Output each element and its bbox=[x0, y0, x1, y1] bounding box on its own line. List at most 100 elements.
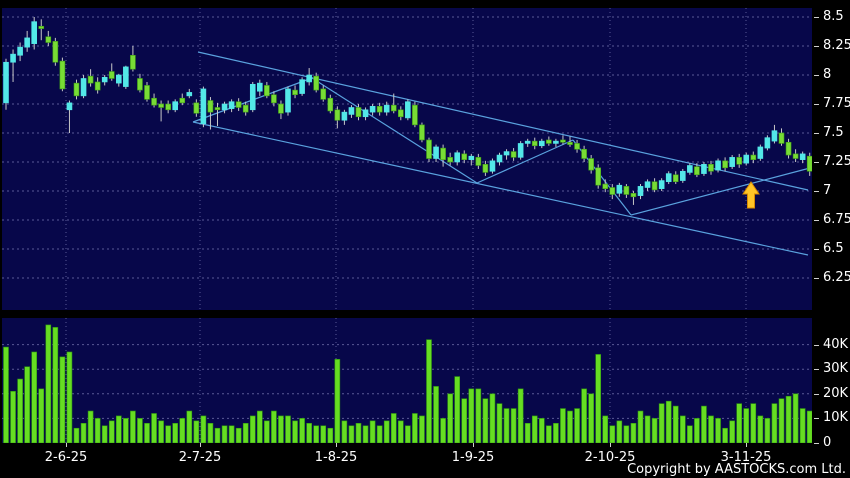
volume-bar bbox=[200, 415, 207, 443]
volume-bar bbox=[397, 420, 404, 443]
date-tick-mark bbox=[610, 443, 611, 447]
candle-body bbox=[433, 146, 439, 159]
candle-body bbox=[581, 148, 587, 159]
volume-bar bbox=[249, 415, 256, 443]
candle-body bbox=[130, 54, 136, 70]
candle-body bbox=[405, 101, 411, 119]
candle-body bbox=[764, 137, 771, 149]
volume-bar bbox=[66, 351, 73, 443]
candle-body bbox=[510, 151, 517, 158]
volume-bar bbox=[320, 425, 327, 443]
candle-body bbox=[137, 78, 143, 91]
candle-body bbox=[623, 186, 630, 195]
candle-body bbox=[249, 83, 256, 111]
volume-bar bbox=[729, 420, 735, 443]
candle-body bbox=[679, 170, 686, 181]
candle-body bbox=[193, 102, 200, 114]
volume-bar bbox=[101, 425, 108, 443]
candle-body bbox=[616, 184, 623, 194]
volume-bar bbox=[538, 418, 545, 443]
candle-body bbox=[66, 102, 73, 111]
volume-bar bbox=[553, 423, 559, 443]
price-tick-label: 8.25 bbox=[823, 38, 850, 53]
volume-bar bbox=[461, 398, 468, 443]
price-tick-mark bbox=[814, 278, 819, 279]
candle-body bbox=[531, 140, 538, 147]
volume-bar bbox=[496, 403, 503, 443]
volume-bar bbox=[757, 415, 764, 443]
candle-body bbox=[574, 143, 580, 150]
volume-bar bbox=[630, 423, 637, 443]
volume-bar bbox=[503, 408, 510, 443]
volume-bar bbox=[454, 376, 461, 443]
volume-bar bbox=[658, 403, 665, 443]
candle-body bbox=[489, 160, 496, 172]
date-tick-label: 2-7-25 bbox=[178, 450, 222, 465]
volume-bar bbox=[560, 408, 566, 443]
candle-body bbox=[736, 157, 743, 165]
candle-body bbox=[221, 103, 228, 111]
candle-body bbox=[750, 154, 757, 160]
candle-body bbox=[278, 103, 284, 114]
price-tick-mark bbox=[814, 162, 819, 163]
volume-tick-label: 30K bbox=[823, 361, 849, 377]
volume-bar bbox=[271, 410, 277, 443]
volume-bar bbox=[179, 418, 186, 443]
candle-body bbox=[701, 164, 707, 174]
price-tick-mark bbox=[814, 191, 819, 192]
price-tick-label: 6.5 bbox=[823, 241, 844, 256]
trendline bbox=[311, 77, 478, 184]
volume-bar bbox=[285, 415, 291, 443]
volume-bar bbox=[482, 398, 489, 443]
volume-bar bbox=[24, 366, 30, 443]
candle-body bbox=[454, 152, 461, 163]
volume-bar bbox=[806, 410, 812, 443]
candle-body bbox=[73, 82, 80, 97]
price-tick-mark bbox=[814, 17, 819, 18]
volume-bar bbox=[778, 398, 785, 443]
candle-body bbox=[496, 154, 503, 163]
volume-bar bbox=[468, 388, 475, 443]
candle-body bbox=[609, 187, 616, 195]
candle-body bbox=[588, 158, 594, 171]
date-tick-label: 1-9-25 bbox=[451, 450, 495, 465]
candle-body bbox=[320, 88, 327, 100]
price-tick-label: 6.25 bbox=[823, 270, 850, 285]
price-tick-label: 6.75 bbox=[823, 212, 850, 227]
volume-bar bbox=[376, 425, 383, 443]
price-tick-label: 8.5 bbox=[823, 9, 844, 24]
volume-bar bbox=[59, 356, 66, 443]
candle-body bbox=[708, 164, 714, 172]
candle-body bbox=[116, 74, 122, 84]
candle-body bbox=[10, 53, 16, 63]
price-tick-mark bbox=[814, 133, 819, 134]
volume-bar bbox=[616, 420, 623, 443]
volume-bar bbox=[799, 408, 806, 443]
volume-bar bbox=[369, 420, 376, 443]
volume-bar bbox=[94, 418, 101, 443]
candle-body bbox=[447, 157, 453, 163]
volume-bar bbox=[602, 415, 609, 443]
candle-body bbox=[31, 21, 38, 44]
price-tick-label: 7 bbox=[823, 183, 832, 198]
candle-body bbox=[771, 130, 778, 142]
volume-bar bbox=[743, 408, 750, 443]
price-tick-label: 8 bbox=[823, 67, 832, 82]
candle-body bbox=[665, 173, 672, 183]
candle-body bbox=[348, 107, 355, 115]
volume-bar bbox=[186, 410, 193, 443]
volume-bar bbox=[144, 423, 150, 443]
price-candlestick-panel bbox=[2, 8, 812, 310]
date-tick-mark bbox=[746, 443, 747, 447]
candle-body bbox=[369, 106, 376, 113]
volume-bar bbox=[708, 415, 714, 443]
volume-bar bbox=[264, 420, 270, 443]
candle-body bbox=[200, 88, 207, 125]
volume-bar bbox=[694, 418, 700, 443]
candle-body bbox=[327, 97, 334, 112]
candle-body bbox=[567, 141, 573, 145]
volume-bar bbox=[80, 423, 87, 443]
candle-body bbox=[165, 103, 171, 111]
candle-body bbox=[482, 164, 489, 173]
candle-body bbox=[440, 147, 446, 160]
